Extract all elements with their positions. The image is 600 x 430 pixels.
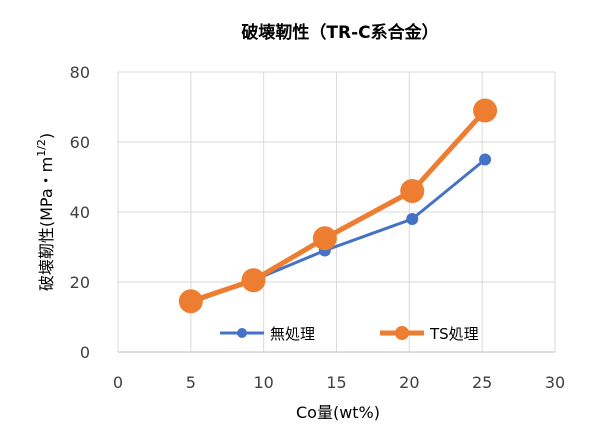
chart-title: 破壊靭性（TR-C系合金） — [241, 22, 438, 43]
series-2 — [178, 98, 498, 314]
x-axis-title: Co量(wt%) — [296, 403, 380, 422]
axes — [117, 72, 555, 353]
x-tick-labels: 0 5 10 15 20 25 30 — [113, 373, 565, 392]
legend: 無処理 TS処理 — [220, 325, 479, 343]
y-tick-label: 40 — [70, 203, 90, 222]
data-series — [178, 98, 498, 314]
y-axis-title-main: 破壊靭性(MPa・m — [37, 157, 56, 291]
legend-item: TS処理 — [380, 325, 479, 343]
x-tick-label: 5 — [186, 373, 196, 392]
data-point — [312, 226, 337, 251]
y-axis-title-suffix: ) — [37, 133, 56, 139]
x-tick-label: 15 — [326, 373, 346, 392]
y-tick-labels: 0 20 40 60 80 — [70, 63, 90, 362]
y-tick-label: 20 — [70, 273, 90, 292]
data-point — [178, 289, 203, 314]
legend-item: 無処理 — [220, 325, 315, 343]
legend-label: TS処理 — [429, 325, 479, 343]
data-point — [406, 213, 419, 225]
y-axis-title: 破壊靭性(MPa・m1/2) — [35, 133, 56, 291]
x-tick-label: 10 — [253, 373, 273, 392]
legend-swatch-marker — [237, 328, 247, 338]
y-tick-label: 60 — [70, 133, 90, 152]
gridlines — [118, 71, 556, 352]
y-tick-label: 0 — [80, 343, 90, 362]
legend-label: 無処理 — [270, 325, 315, 343]
x-tick-label: 25 — [472, 373, 492, 392]
data-point — [473, 98, 498, 123]
legend-swatch-marker — [395, 326, 409, 340]
y-tick-label: 80 — [70, 63, 90, 82]
data-point — [479, 153, 492, 166]
x-tick-label: 20 — [399, 373, 419, 392]
y-axis-title-superscript: 1/2 — [35, 139, 48, 157]
x-tick-label: 0 — [113, 373, 123, 392]
data-point — [241, 268, 266, 293]
data-point — [400, 179, 425, 203]
series-line — [190, 108, 487, 304]
x-tick-label: 30 — [545, 373, 565, 392]
